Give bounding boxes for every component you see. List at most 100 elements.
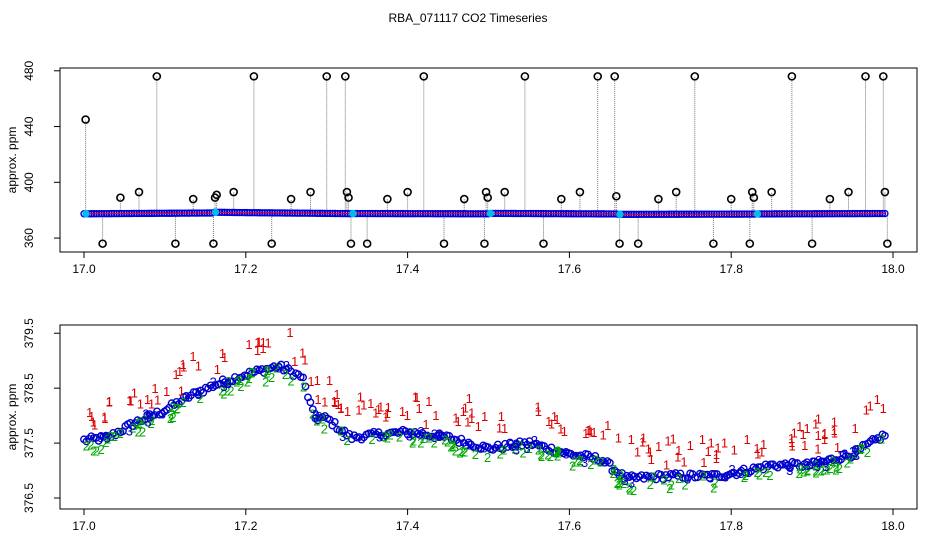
- code-1-point: 1: [700, 455, 707, 470]
- code-1-point: 1: [615, 431, 622, 446]
- code-1-point: 1: [127, 393, 134, 408]
- code-1-point: 1: [413, 390, 420, 405]
- spike-point: [767, 187, 776, 197]
- spike-point: [593, 72, 603, 81]
- code-3-point: 3: [146, 409, 153, 424]
- code-1-point: 1: [151, 381, 158, 396]
- mean-point: [849, 452, 858, 461]
- spike-point: [212, 190, 221, 200]
- code-1-point: 1: [760, 437, 767, 452]
- code-1-point: 1: [321, 394, 328, 409]
- code-1-point: 1: [796, 419, 803, 434]
- code-1-point: 1: [189, 349, 196, 364]
- segment-start-point: [753, 210, 762, 218]
- p2-xtick-label: 18.0: [881, 519, 905, 533]
- code-3-point: 3: [220, 379, 227, 394]
- panel-top-yticks: 360 400 440 480: [22, 60, 60, 248]
- code-2-point: 2: [577, 455, 584, 470]
- code-2-point: 2: [141, 412, 148, 427]
- code-1-point: 1: [344, 404, 351, 419]
- code-2-point: 2: [857, 442, 864, 457]
- code-2-point: 2: [620, 476, 627, 491]
- code-1-point: 1: [880, 401, 887, 416]
- code-1-point: 1: [148, 397, 155, 412]
- code-1-point: 1: [91, 418, 98, 433]
- code-2-point: 2: [820, 462, 827, 477]
- code-2-point: 2: [847, 451, 854, 466]
- code-2-point: 2: [576, 453, 583, 468]
- spike-point: [612, 191, 621, 201]
- code-2-point: 2: [571, 455, 578, 470]
- code-3-point: 3: [523, 441, 530, 456]
- code-2-point: 2: [826, 461, 833, 476]
- code-1-point: 1: [372, 405, 379, 420]
- code-1-point: 1: [815, 428, 822, 443]
- code-1-point: 1: [367, 396, 374, 411]
- code-3-point: 3: [513, 437, 520, 452]
- mean-point: [708, 469, 716, 478]
- code-2-point: 2: [218, 384, 225, 399]
- mean-point: [308, 405, 317, 414]
- code-1-point: 1: [259, 341, 266, 356]
- panel-top-frame: [59, 67, 918, 253]
- code-3-point: 3: [849, 444, 856, 459]
- code-3-point: 3: [581, 455, 588, 470]
- code-2-point: 2: [762, 465, 769, 480]
- code-3-point: 3: [312, 409, 319, 424]
- code-2-point: 2: [766, 468, 773, 483]
- code-1-point: 1: [314, 373, 321, 388]
- code-2-point: 2: [796, 462, 803, 477]
- code-1-point: 1: [460, 404, 467, 419]
- code-1-point: 1: [553, 412, 560, 427]
- code-1-point: 1: [254, 335, 261, 350]
- spike-point: [747, 187, 757, 197]
- code-2-point: 2: [832, 462, 839, 477]
- spike-point: [883, 239, 892, 248]
- spike-point: [654, 194, 663, 204]
- code-1-point: 1: [498, 409, 505, 424]
- spike-point: [807, 239, 817, 248]
- code-1-point: 1: [590, 425, 597, 440]
- code-1-point: 1: [789, 438, 796, 453]
- p1-ytick-label: 480: [22, 60, 36, 80]
- code-1-point: 1: [101, 411, 108, 426]
- code-2-point: 2: [425, 430, 432, 445]
- code-2-point: 2: [610, 466, 617, 481]
- spike-point: [709, 239, 718, 248]
- code-2-point: 2: [227, 384, 234, 399]
- segment-start-point: [616, 210, 624, 219]
- spike-point: [615, 239, 624, 248]
- code-1-point: 1: [178, 383, 185, 398]
- code-1-point: 1: [307, 374, 314, 389]
- panel-top-spikes: [81, 72, 892, 248]
- code-2-point: 2: [104, 432, 111, 447]
- code-3-point: 3: [809, 454, 816, 469]
- code-1-point: 1: [640, 430, 647, 445]
- code-3-point: 3: [728, 462, 735, 477]
- code-1-point: 1: [468, 411, 475, 426]
- spike-point: [745, 239, 755, 248]
- code-2-point: 2: [553, 444, 560, 459]
- mean-point: [389, 428, 398, 437]
- code-2-point: 2: [148, 416, 155, 431]
- code-1-point: 1: [680, 454, 687, 469]
- code-1-point: 1: [731, 443, 738, 458]
- code-1-point: 1: [466, 391, 473, 406]
- code-2-point: 2: [93, 443, 100, 458]
- code-2-point: 2: [700, 469, 707, 484]
- code-2-point: 2: [287, 373, 294, 388]
- code-2-point: 2: [547, 449, 554, 464]
- p2-ytick-label: 376.5: [22, 483, 36, 513]
- code-2-point: 2: [223, 384, 230, 399]
- code-1-point: 1: [646, 445, 653, 460]
- code-1-point: 1: [452, 411, 459, 426]
- code-2-point: 2: [668, 477, 675, 492]
- code-3-point: 3: [737, 466, 744, 481]
- spike-point: [825, 194, 835, 204]
- code-3-point: 3: [225, 376, 232, 391]
- panel-top: approx. ppm 17.0 17.2 17.4 17.6 17.8 18.0 360…: [5, 60, 918, 276]
- code-2-point: 2: [102, 435, 109, 450]
- code-2-point: 2: [864, 445, 871, 460]
- code-1-point: 1: [355, 403, 362, 418]
- code-2-point: 2: [319, 412, 326, 427]
